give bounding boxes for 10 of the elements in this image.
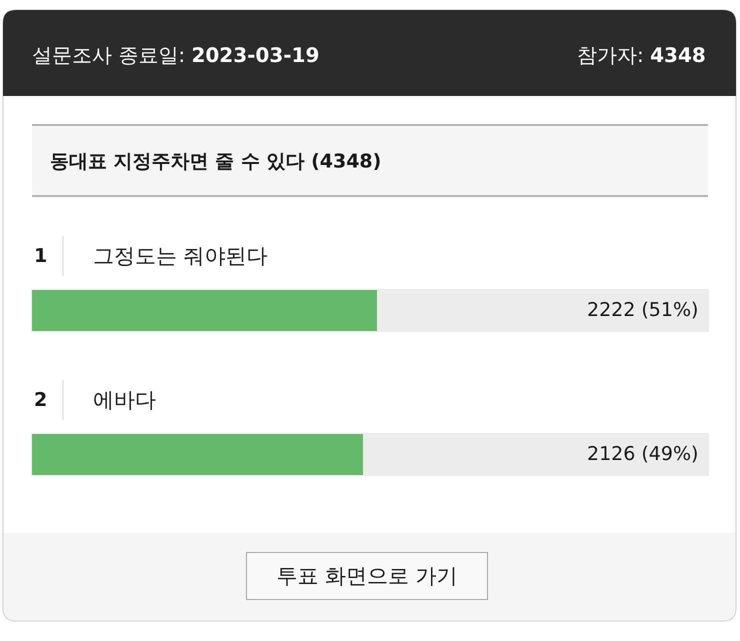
y-tick-label: 에바다	[93, 388, 156, 412]
data-label: 2222 (51%)	[587, 299, 698, 321]
text: 참가자: 4348	[577, 43, 706, 67]
y-tick-label: 그정도는 줘야된다	[93, 244, 268, 268]
text: 투표 화면으로 가기	[276, 564, 458, 588]
annotation: 1	[34, 245, 48, 267]
text: 설문조사 종료일: 2023-03-19	[32, 43, 320, 67]
annotation: 2	[34, 389, 48, 411]
data-label: 2126 (49%)	[587, 443, 698, 465]
chart-title: 동대표 지정주차면 줄 수 있다 (4348)	[50, 150, 382, 173]
